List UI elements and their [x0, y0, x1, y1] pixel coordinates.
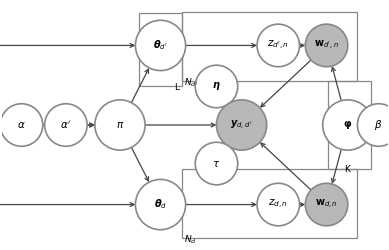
Bar [182, 168, 357, 238]
Text: $\mathbf{w}_{d',n}$: $\mathbf{w}_{d',n}$ [314, 39, 339, 52]
Ellipse shape [195, 142, 238, 185]
Text: L: L [174, 83, 179, 92]
Ellipse shape [45, 104, 87, 146]
Text: $\mathbf{w}_{d,n}$: $\mathbf{w}_{d,n}$ [315, 198, 338, 211]
Text: $\tau$: $\tau$ [212, 158, 221, 168]
Ellipse shape [217, 100, 267, 150]
Text: $\beta$: $\beta$ [375, 118, 383, 132]
Ellipse shape [0, 104, 43, 146]
Text: $\boldsymbol{\theta}_{d'}$: $\boldsymbol{\theta}_{d'}$ [153, 38, 168, 52]
Bar [182, 12, 357, 82]
Ellipse shape [305, 183, 348, 226]
Ellipse shape [135, 180, 186, 230]
Ellipse shape [135, 20, 186, 70]
Text: $z_{d,n}$: $z_{d,n}$ [268, 198, 288, 211]
Text: $\boldsymbol{\eta}$: $\boldsymbol{\eta}$ [212, 80, 221, 92]
Text: $N_d$: $N_d$ [184, 233, 197, 246]
Ellipse shape [257, 183, 300, 226]
Text: $\alpha$: $\alpha$ [17, 120, 26, 130]
Ellipse shape [305, 24, 348, 67]
Text: $\pi$: $\pi$ [116, 120, 124, 130]
Ellipse shape [322, 100, 373, 150]
Text: K: K [344, 165, 350, 174]
Ellipse shape [195, 65, 238, 108]
Text: $\alpha'$: $\alpha'$ [60, 119, 72, 131]
Text: $z_{d',n}$: $z_{d',n}$ [267, 39, 289, 52]
Ellipse shape [95, 100, 145, 150]
Bar [328, 82, 371, 168]
Bar [139, 13, 182, 86]
Text: $\boldsymbol{\theta}_d$: $\boldsymbol{\theta}_d$ [154, 198, 167, 211]
Ellipse shape [257, 24, 300, 67]
Ellipse shape [357, 104, 389, 146]
Text: $\boldsymbol{\varphi}$: $\boldsymbol{\varphi}$ [343, 119, 352, 131]
Text: $\boldsymbol{y}_{d,d'}$: $\boldsymbol{y}_{d,d'}$ [230, 118, 253, 132]
Text: $N_{d'}$: $N_{d'}$ [184, 76, 199, 89]
